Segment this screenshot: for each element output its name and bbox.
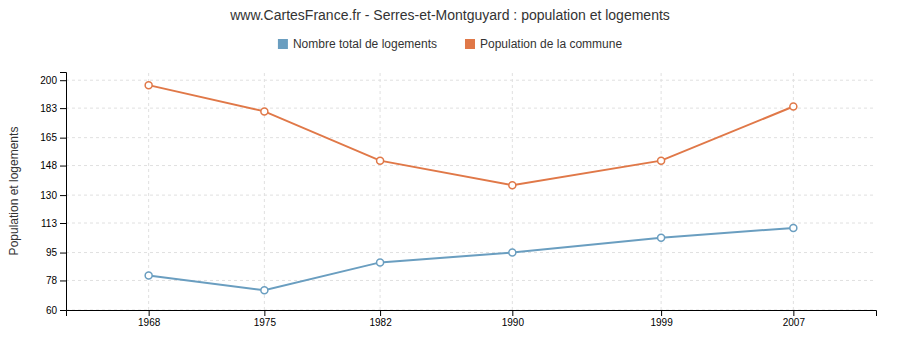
y-tick: 60 — [46, 305, 66, 316]
x-tick: 1990 — [502, 310, 525, 328]
grid-line — [661, 72, 662, 310]
legend-swatch — [278, 39, 288, 49]
y-tick: 130 — [40, 190, 66, 201]
tick-mark — [149, 310, 150, 316]
legend-item: Population de la commune — [465, 37, 622, 51]
tick-label: 1975 — [254, 317, 277, 328]
y-tick: 183 — [40, 103, 66, 114]
tick-mark — [60, 253, 66, 254]
tick-label: 113 — [41, 218, 57, 229]
legend: Nombre total de logements Population de l… — [278, 37, 622, 51]
grid-line — [66, 252, 876, 253]
point — [145, 272, 152, 279]
point — [509, 182, 516, 189]
y-tick: 165 — [40, 132, 66, 143]
tick-label: 1968 — [138, 317, 161, 328]
title: www.CartesFrance.fr - Serres-et-Montguya… — [229, 7, 670, 23]
x-tick: 2007 — [783, 310, 806, 328]
axis-line — [60, 73, 67, 311]
point — [790, 103, 797, 110]
tick-mark — [60, 280, 66, 281]
grid-line — [512, 72, 513, 310]
grid-line — [66, 108, 876, 109]
tick-mark — [60, 195, 66, 196]
y-tick: 200 — [40, 75, 66, 86]
tick-label: 60 — [46, 305, 58, 316]
legend-label: Nombre total de logements — [293, 37, 437, 51]
point — [509, 249, 516, 256]
plot-area — [145, 82, 797, 294]
grid-line — [66, 223, 876, 224]
y-axis-title: Population et logements — [7, 127, 21, 256]
tick-mark — [793, 310, 794, 316]
y-tick: 78 — [46, 275, 66, 286]
grid-line — [66, 165, 876, 166]
point — [261, 287, 268, 294]
point — [377, 157, 384, 164]
tick-mark — [512, 310, 513, 316]
point — [790, 224, 797, 231]
x-tick: 1975 — [254, 310, 277, 328]
tick-mark — [60, 223, 66, 224]
x-axis: 1968 1975 1982 1990 1999 2007 — [67, 310, 877, 328]
y-tick: 95 — [46, 247, 66, 258]
tick-mark — [60, 310, 66, 311]
series-line — [149, 85, 794, 185]
grid-line — [66, 195, 876, 196]
tick-mark — [661, 310, 662, 316]
point — [658, 157, 665, 164]
tick-label: 78 — [46, 275, 58, 286]
series-line — [149, 228, 794, 290]
tick-mark — [60, 138, 66, 139]
grid-line — [66, 80, 876, 81]
tick-label: 148 — [40, 160, 57, 171]
axis-line — [67, 311, 877, 317]
x-tick: 1999 — [650, 310, 673, 328]
chart: www.CartesFrance.fr - Serres-et-Montguya… — [0, 0, 900, 340]
tick-label: 2007 — [783, 317, 806, 328]
tick-label: 1982 — [369, 317, 392, 328]
tick-label: 200 — [40, 75, 57, 86]
point — [658, 234, 665, 241]
tick-label: 165 — [40, 132, 57, 143]
tick-mark — [60, 80, 66, 81]
legend-item: Nombre total de logements — [278, 37, 437, 51]
grid-line — [380, 72, 381, 310]
tick-mark — [60, 108, 66, 109]
grid-line — [66, 137, 876, 138]
legend-swatch — [465, 39, 475, 49]
x-tick: 1968 — [138, 310, 161, 328]
tick-mark — [60, 166, 66, 167]
legend-label: Population de la commune — [480, 37, 622, 51]
y-tick: 148 — [40, 160, 66, 171]
x-tick: 1982 — [369, 310, 392, 328]
tick-label: 183 — [40, 103, 57, 114]
tick-label: 1990 — [502, 317, 525, 328]
tick-label: 95 — [46, 247, 58, 258]
tick-label: 1999 — [650, 317, 673, 328]
y-axis: 60 78 95 113 130 148 165 183 200 — [40, 73, 66, 316]
grid — [66, 72, 876, 310]
point — [261, 108, 268, 115]
point — [145, 82, 152, 89]
tick-mark — [380, 310, 381, 316]
y-tick: 113 — [41, 218, 66, 229]
tick-label: 130 — [40, 190, 57, 201]
point — [377, 259, 384, 266]
tick-mark — [264, 310, 265, 316]
